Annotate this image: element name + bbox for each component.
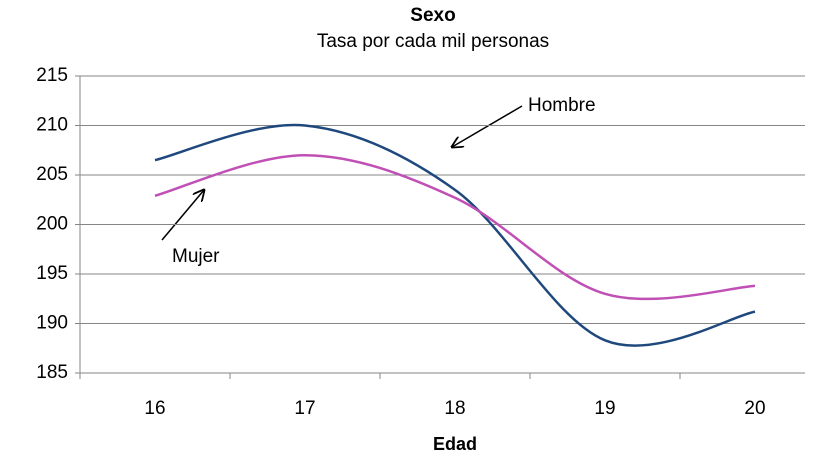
chart-title: Sexo xyxy=(410,5,455,26)
line-series xyxy=(154,123,756,347)
x-tick-label: 17 xyxy=(294,398,315,419)
y-tick-label: 215 xyxy=(36,65,68,86)
y-tick-label: 210 xyxy=(36,115,68,136)
y-tick-label: 200 xyxy=(36,214,68,235)
line-series xyxy=(154,153,756,301)
y-tick-label: 185 xyxy=(36,362,68,383)
y-tick-label: 205 xyxy=(36,164,68,185)
x-tick-label: 16 xyxy=(144,398,165,419)
annotation-arrow xyxy=(452,105,523,147)
x-tick-label: 20 xyxy=(744,398,765,419)
x-tick-label: 19 xyxy=(594,398,615,419)
annotation-label: Mujer xyxy=(172,246,220,267)
annotation-label: Hombre xyxy=(528,95,596,116)
annotation-arrow xyxy=(161,190,204,241)
chart-subtitle: Tasa por cada mil personas xyxy=(317,31,549,52)
y-tick-label: 190 xyxy=(36,313,68,334)
y-tick-label: 195 xyxy=(36,263,68,284)
x-tick-label: 18 xyxy=(444,398,465,419)
x-axis-label: Edad xyxy=(433,434,477,454)
